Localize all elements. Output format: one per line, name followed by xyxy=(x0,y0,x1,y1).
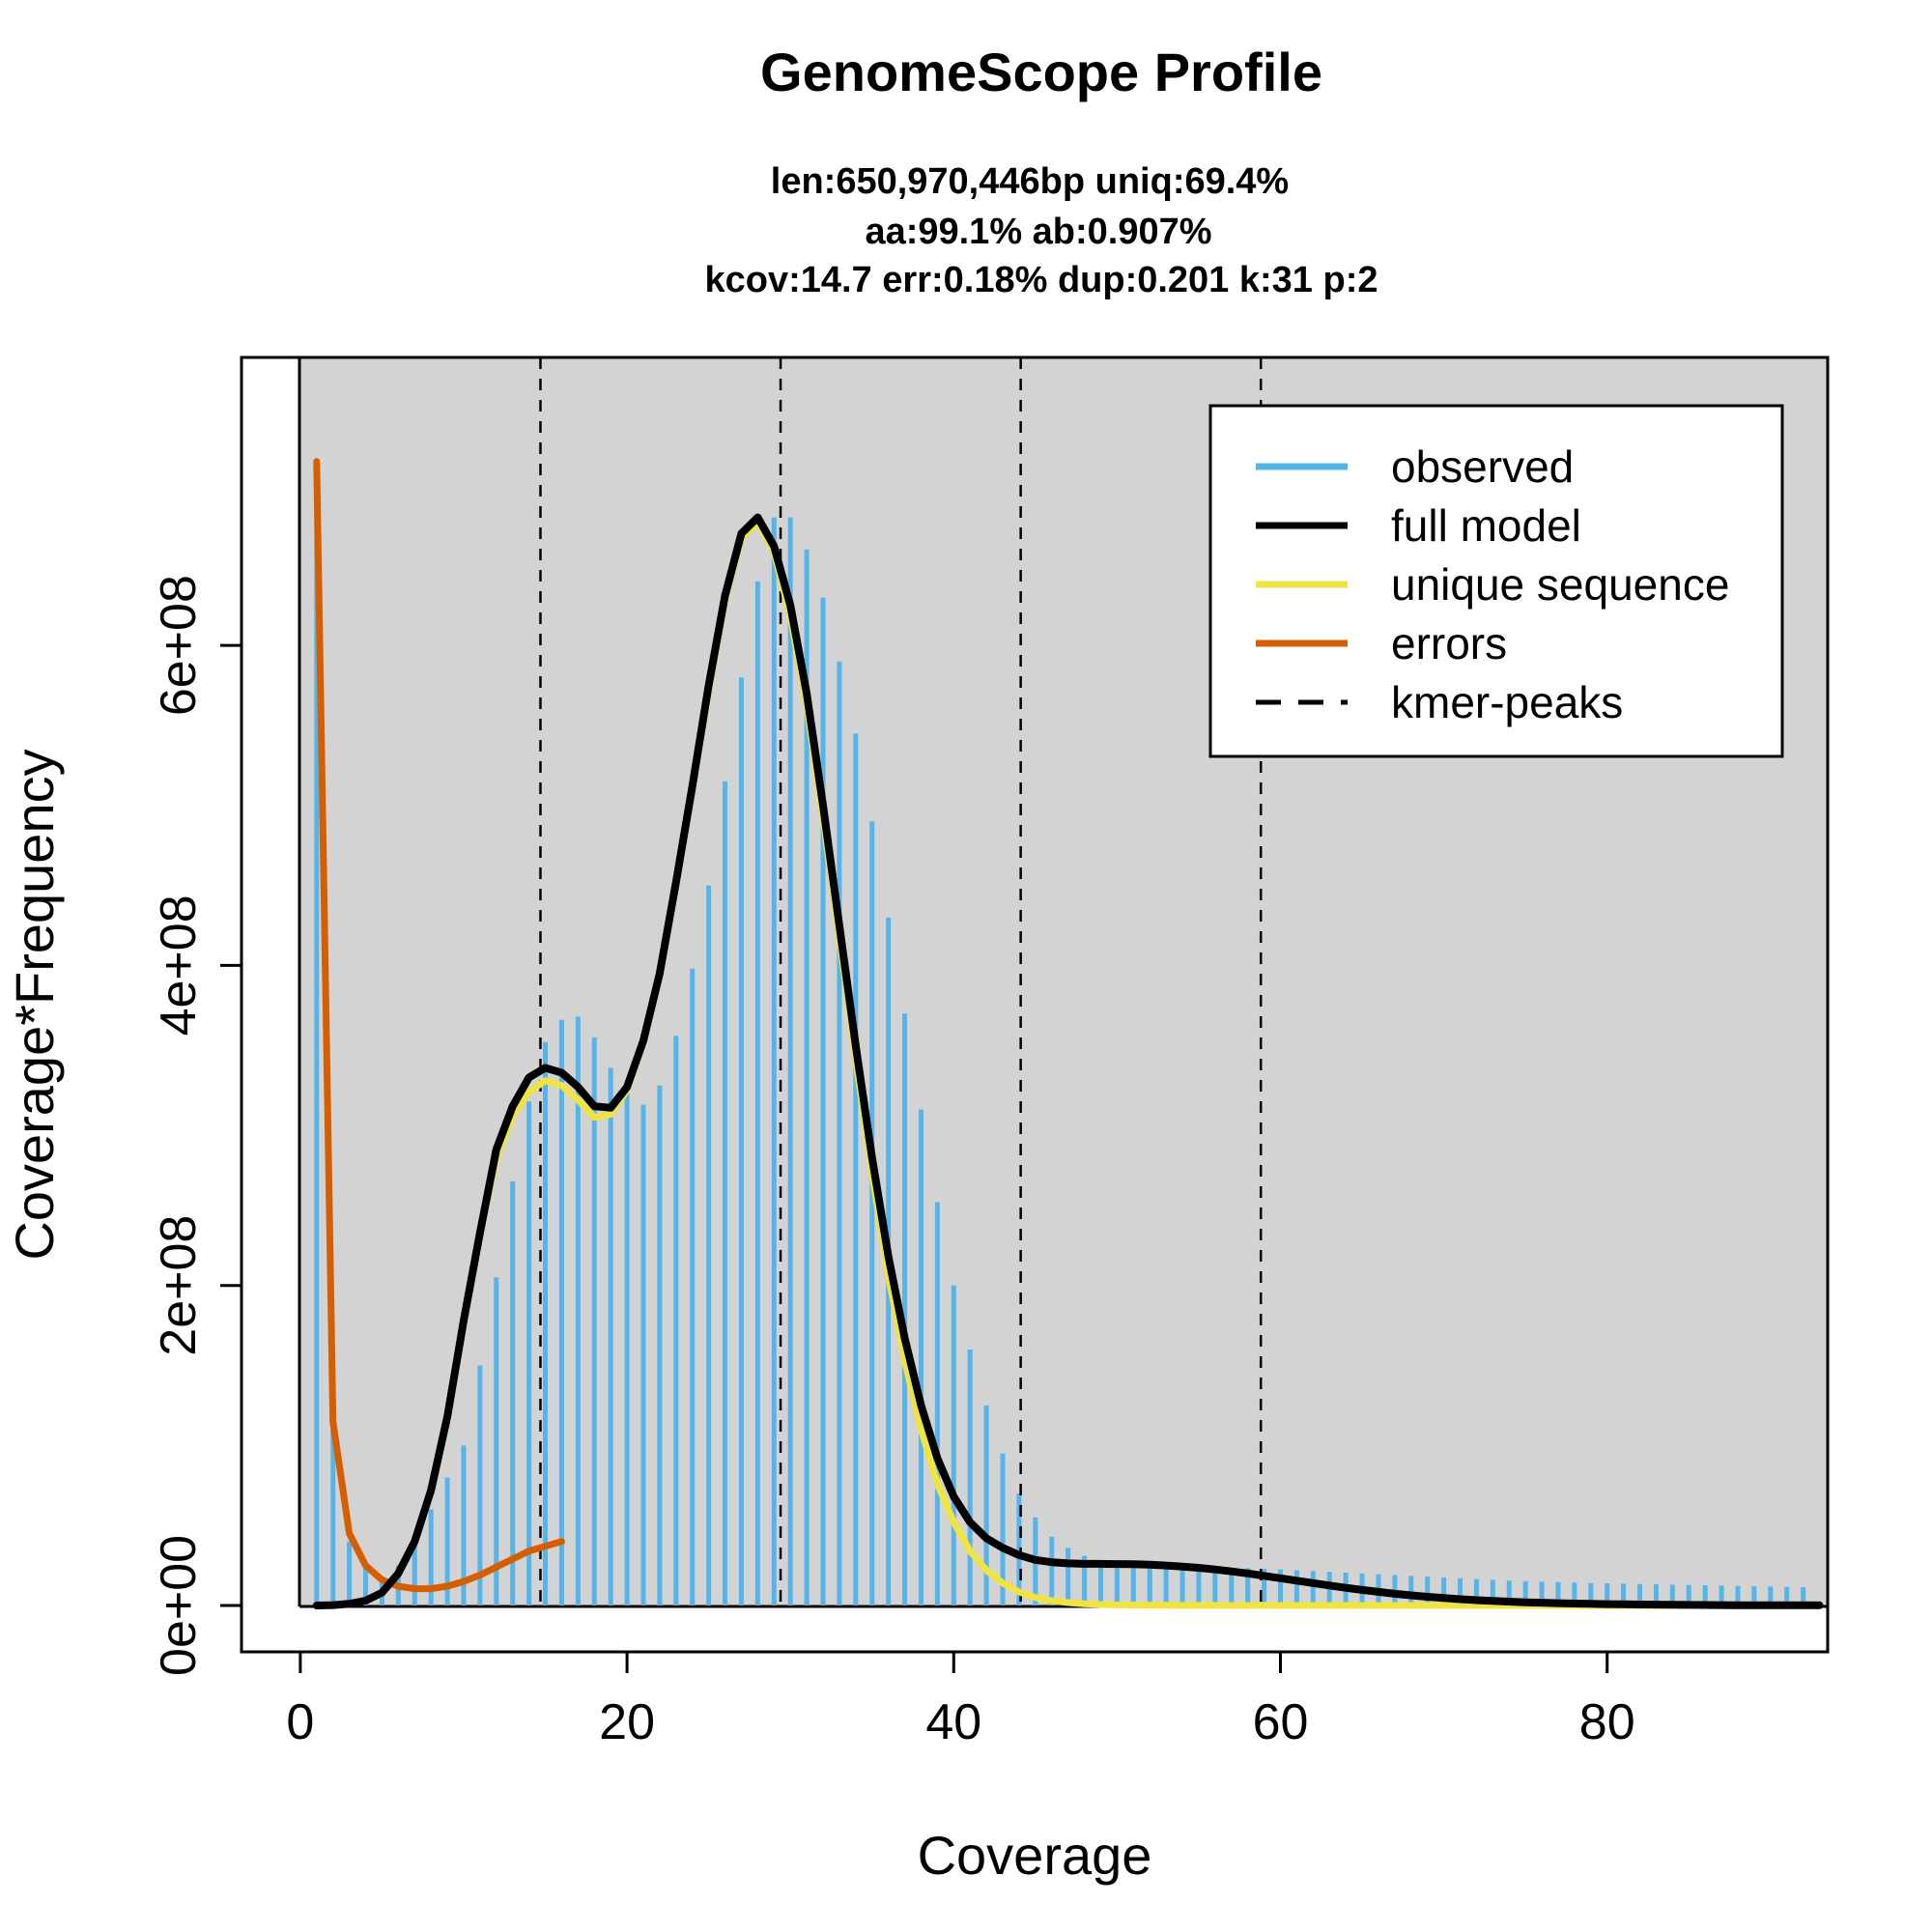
y-tick-label: 2e+08 xyxy=(151,1215,207,1356)
legend-label: errors xyxy=(1391,618,1507,668)
chart-subtitle-line-3: kcov:14.7 err:0.18% dup:0.201 k:31 p:2 xyxy=(704,260,1378,300)
y-tick-label: 0e+00 xyxy=(151,1535,207,1676)
x-axis: 0 20 40 60 80 xyxy=(286,1652,1635,1750)
legend-label: kmer-peaks xyxy=(1391,677,1623,727)
legend: observed full model unique sequence errors k… xyxy=(1208,404,1784,758)
x-tick-label: 40 xyxy=(925,1694,981,1750)
x-tick-label: 20 xyxy=(599,1694,655,1750)
chart-subtitle-line-1: len:650,970,446bp uniq:69.4% xyxy=(771,161,1289,202)
legend-label: observed xyxy=(1391,441,1574,492)
model-lines xyxy=(312,458,1824,1609)
x-axis-label: Coverage xyxy=(918,1825,1152,1886)
full-model-line xyxy=(312,513,1824,1609)
chart-subtitle-line-2: aa:99.1% ab:0.907% xyxy=(865,212,1211,252)
legend-label: full model xyxy=(1391,500,1581,551)
kmer-peak-lines xyxy=(539,357,1263,1605)
y-axis: 0e+00 2e+08 4e+08 6e+08 xyxy=(151,575,242,1676)
plot-border xyxy=(240,355,1830,1654)
y-tick-label: 4e+08 xyxy=(151,895,207,1036)
y-tick-label: 6e+08 xyxy=(151,575,207,716)
legend-label: unique sequence xyxy=(1391,559,1729,610)
errors-line xyxy=(313,458,565,1593)
chart-title: GenomeScope Profile xyxy=(760,42,1322,102)
y-axis-label: Coverage*Frequency xyxy=(4,749,65,1260)
x-tick-label: 0 xyxy=(286,1694,314,1750)
x-tick-label: 60 xyxy=(1253,1694,1309,1750)
x-tick-label: 80 xyxy=(1579,1694,1635,1750)
